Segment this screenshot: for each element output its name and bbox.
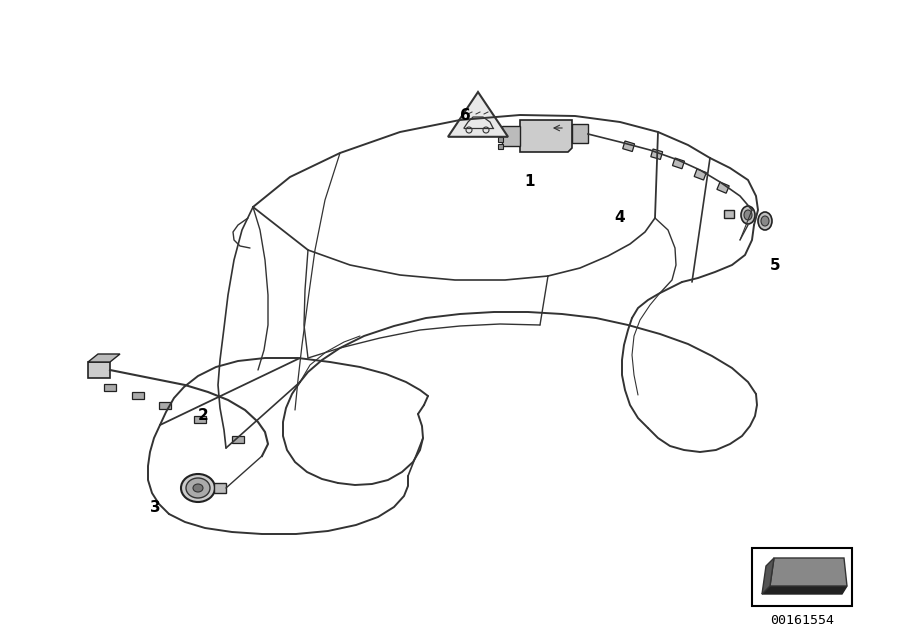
Bar (498, 137, 503, 142)
Ellipse shape (186, 478, 210, 498)
Text: 4: 4 (615, 211, 626, 226)
Bar (498, 144, 503, 149)
Ellipse shape (193, 484, 203, 492)
Ellipse shape (761, 216, 769, 226)
Text: 6: 6 (460, 107, 471, 123)
Text: 3: 3 (149, 501, 160, 516)
Bar (232, 436, 244, 443)
Ellipse shape (758, 212, 772, 230)
Bar (623, 141, 634, 151)
Polygon shape (520, 120, 572, 152)
Bar (717, 182, 729, 193)
Bar (104, 384, 116, 391)
Polygon shape (572, 124, 588, 143)
Ellipse shape (744, 210, 752, 220)
Bar (159, 402, 171, 409)
Bar (132, 392, 144, 399)
Text: 5: 5 (770, 258, 780, 272)
Polygon shape (762, 558, 774, 594)
Bar (752, 548, 852, 606)
Polygon shape (448, 92, 508, 137)
Bar (672, 158, 685, 169)
Ellipse shape (181, 474, 215, 502)
Bar (88, 362, 110, 378)
Bar (694, 169, 706, 180)
Bar (214, 483, 226, 493)
Polygon shape (502, 126, 520, 146)
Polygon shape (88, 354, 120, 362)
Ellipse shape (741, 206, 755, 224)
Bar (724, 210, 734, 218)
Polygon shape (762, 586, 847, 594)
Bar (498, 130, 503, 135)
Bar (651, 149, 662, 160)
Text: 1: 1 (525, 174, 535, 190)
Text: 2: 2 (198, 408, 209, 422)
Bar (194, 416, 206, 423)
Polygon shape (770, 558, 847, 586)
Text: 00161554: 00161554 (770, 614, 834, 626)
